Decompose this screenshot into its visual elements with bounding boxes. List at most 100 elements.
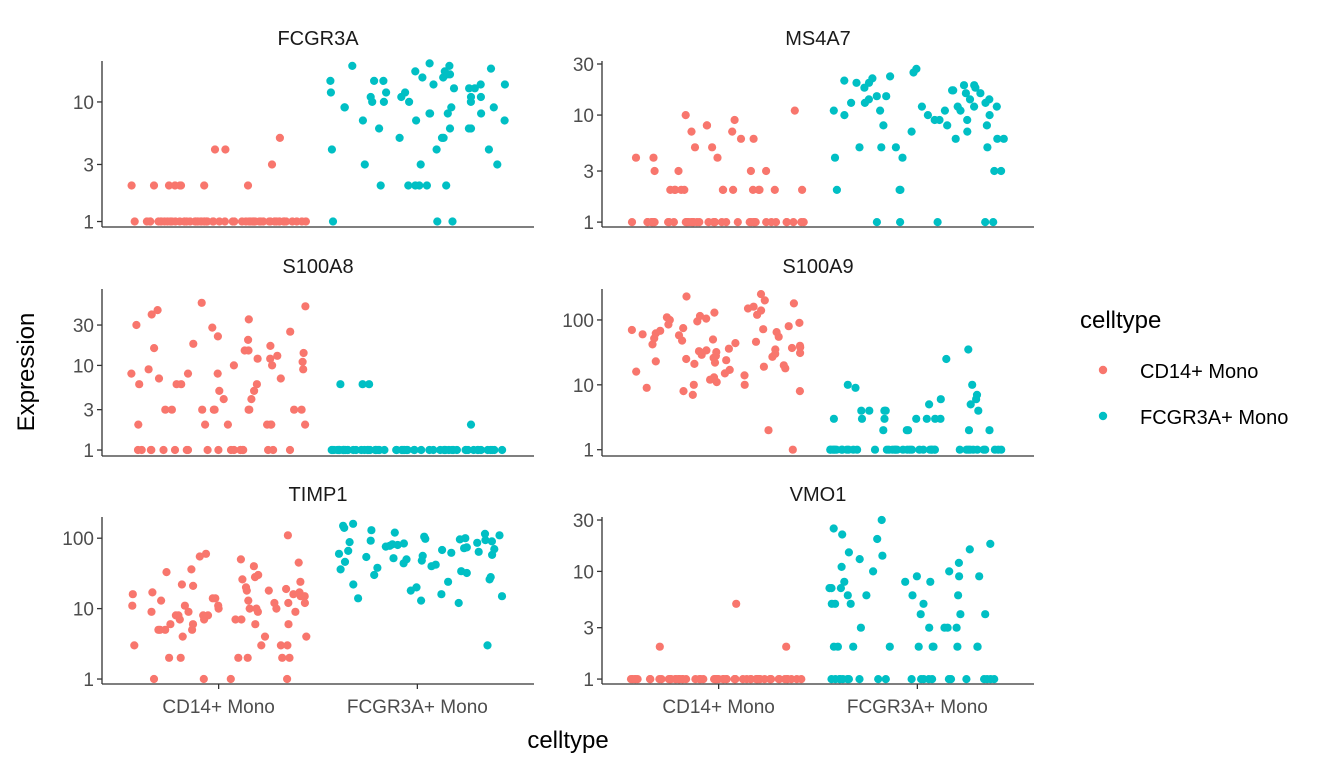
point-s100a9-fcgr3a-mono bbox=[843, 380, 852, 389]
point-s100a9-fcgr3a-mono bbox=[857, 414, 867, 423]
point-timp1-fcgr3a-mono bbox=[486, 573, 495, 582]
point-fcgr3a-fcgr3a-mono bbox=[326, 88, 335, 97]
point-s100a8-cd14-mono bbox=[172, 380, 181, 389]
point-fcgr3a-cd14-mono bbox=[175, 181, 185, 190]
point-s100a9-fcgr3a-mono bbox=[925, 400, 934, 409]
point-s100a9-cd14-mono bbox=[759, 362, 769, 371]
point-s100a9-fcgr3a-mono bbox=[928, 445, 937, 454]
point-vmo1-fcgr3a-mono bbox=[962, 675, 971, 684]
point-ms4a7-fcgr3a-mono bbox=[917, 102, 927, 111]
point-fcgr3a-fcgr3a-mono bbox=[358, 116, 367, 125]
point-ms4a7-fcgr3a-mono bbox=[923, 111, 933, 120]
point-timp1-fcgr3a-mono bbox=[431, 560, 440, 569]
point-fcgr3a-fcgr3a-mono bbox=[464, 124, 473, 133]
point-fcgr3a-fcgr3a-mono bbox=[486, 64, 496, 73]
point-ms4a7-fcgr3a-mono bbox=[847, 98, 856, 107]
point-ms4a7-fcgr3a-mono bbox=[872, 218, 882, 227]
point-s100a9-cd14-mono bbox=[731, 339, 740, 348]
point-vmo1-fcgr3a-mono bbox=[838, 530, 847, 539]
point-ms4a7-fcgr3a-mono bbox=[933, 218, 942, 227]
point-timp1-fcgr3a-mono bbox=[473, 538, 482, 547]
point-fcgr3a-fcgr3a-mono bbox=[493, 160, 502, 169]
point-vmo1-cd14-mono bbox=[645, 675, 655, 684]
point-vmo1-cd14-mono bbox=[655, 642, 664, 651]
x-tick-label: CD14+ Mono bbox=[662, 697, 774, 718]
point-vmo1-fcgr3a-mono bbox=[983, 675, 992, 684]
y-tick-label: 3 bbox=[583, 619, 594, 640]
point-s100a8-cd14-mono bbox=[127, 369, 136, 378]
point-vmo1-cd14-mono bbox=[696, 675, 705, 684]
point-timp1-cd14-mono bbox=[166, 620, 175, 629]
point-ms4a7-fcgr3a-mono bbox=[985, 95, 994, 104]
point-vmo1-cd14-mono bbox=[732, 599, 741, 608]
point-timp1-fcgr3a-mono bbox=[362, 552, 371, 562]
point-timp1-fcgr3a-mono bbox=[497, 592, 507, 601]
point-timp1-cd14-mono bbox=[199, 674, 208, 684]
point-s100a8-cd14-mono bbox=[182, 445, 191, 455]
point-s100a9-cd14-mono bbox=[795, 318, 804, 327]
point-s100a8-cd14-mono bbox=[268, 361, 277, 370]
point-s100a9-cd14-mono bbox=[651, 357, 660, 366]
point-s100a8-cd14-mono bbox=[223, 420, 232, 429]
point-timp1-cd14-mono bbox=[237, 615, 246, 624]
point-s100a8-cd14-mono bbox=[154, 374, 164, 383]
point-s100a8-cd14-mono bbox=[285, 445, 295, 455]
point-s100a8-cd14-mono bbox=[201, 420, 210, 429]
point-timp1-fcgr3a-mono bbox=[390, 528, 399, 537]
point-timp1-fcgr3a-mono bbox=[454, 598, 463, 608]
point-timp1-cd14-mono bbox=[257, 641, 266, 650]
point-timp1-fcgr3a-mono bbox=[495, 531, 504, 540]
point-ms4a7-cd14-mono bbox=[631, 153, 641, 162]
point-s100a8-cd14-mono bbox=[167, 405, 176, 414]
point-s100a8-cd14-mono bbox=[301, 420, 310, 429]
point-s100a9-cd14-mono bbox=[679, 387, 688, 396]
point-vmo1-fcgr3a-mono bbox=[829, 524, 838, 533]
point-s100a9-fcgr3a-mono bbox=[912, 414, 921, 423]
point-fcgr3a-fcgr3a-mono bbox=[432, 145, 441, 154]
point-timp1-fcgr3a-mono bbox=[339, 521, 348, 530]
y-tick-label: 3 bbox=[583, 162, 594, 183]
point-s100a9-fcgr3a-mono bbox=[966, 400, 975, 409]
x-tick-label: FCGR3A+ Mono bbox=[347, 697, 488, 718]
point-s100a8-fcgr3a-mono bbox=[469, 445, 478, 455]
point-timp1-cd14-mono bbox=[254, 570, 263, 580]
point-vmo1-cd14-mono bbox=[767, 675, 776, 684]
point-vmo1-cd14-mono bbox=[775, 675, 784, 684]
point-timp1-cd14-mono bbox=[251, 620, 260, 629]
point-ms4a7-cd14-mono bbox=[681, 111, 690, 120]
y-tick-label: 1 bbox=[583, 213, 594, 234]
point-s100a8-cd14-mono bbox=[214, 445, 223, 455]
y-tick-label: 1 bbox=[83, 441, 94, 462]
point-s100a8-fcgr3a-mono bbox=[372, 445, 381, 455]
point-fcgr3a-cd14-mono bbox=[171, 217, 180, 226]
point-timp1-cd14-mono bbox=[231, 615, 240, 624]
point-s100a8-cd14-mono bbox=[266, 341, 275, 350]
point-timp1-cd14-mono bbox=[157, 596, 166, 605]
point-s100a8-cd14-mono bbox=[197, 298, 206, 307]
point-s100a9-cd14-mono bbox=[772, 328, 781, 337]
point-ms4a7-fcgr3a-mono bbox=[935, 115, 944, 125]
point-s100a8-fcgr3a-mono bbox=[339, 445, 348, 455]
point-ms4a7-fcgr3a-mono bbox=[840, 111, 849, 120]
point-s100a8-fcgr3a-mono bbox=[349, 445, 358, 455]
point-s100a9-cd14-mono bbox=[751, 337, 761, 346]
point-s100a9-cd14-mono bbox=[784, 322, 793, 331]
point-ms4a7-cd14-mono bbox=[770, 185, 779, 194]
point-fcgr3a-fcgr3a-mono bbox=[449, 84, 459, 93]
facet-panel-vmo1: VMO1 1 3 10 30 CD14+ Mono FCGR3A+ Mono bbox=[573, 484, 1034, 718]
point-s100a9-fcgr3a-mono bbox=[829, 414, 839, 423]
point-s100a9-fcgr3a-mono bbox=[880, 406, 889, 415]
y-tick-label: 1 bbox=[583, 441, 594, 462]
point-s100a8-cd14-mono bbox=[299, 348, 308, 358]
point-ms4a7-fcgr3a-mono bbox=[961, 89, 971, 98]
point-s100a9-cd14-mono bbox=[662, 313, 672, 322]
point-vmo1-fcgr3a-mono bbox=[907, 675, 916, 684]
point-timp1-cd14-mono bbox=[283, 641, 292, 650]
point-s100a8-cd14-mono bbox=[229, 445, 239, 455]
point-ms4a7-fcgr3a-mono bbox=[993, 134, 1002, 143]
point-timp1-cd14-mono bbox=[245, 604, 254, 613]
point-timp1-cd14-mono bbox=[162, 568, 171, 577]
point-ms4a7-fcgr3a-mono bbox=[970, 81, 979, 90]
point-vmo1-cd14-mono bbox=[783, 675, 792, 684]
point-vmo1-cd14-mono bbox=[657, 675, 666, 684]
